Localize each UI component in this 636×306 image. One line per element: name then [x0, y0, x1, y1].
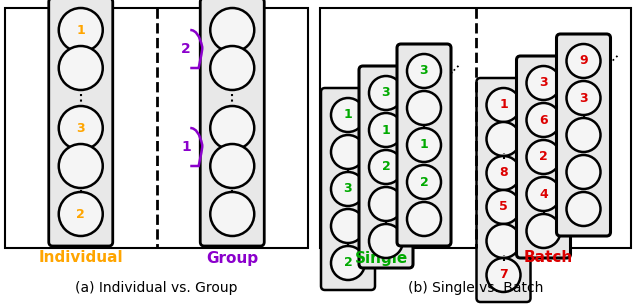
Circle shape — [527, 177, 560, 211]
Circle shape — [331, 98, 365, 132]
Circle shape — [211, 144, 254, 188]
Circle shape — [487, 122, 520, 156]
Circle shape — [59, 8, 103, 52]
Circle shape — [487, 258, 520, 292]
Text: 3: 3 — [343, 182, 352, 196]
Text: 1: 1 — [420, 139, 429, 151]
Circle shape — [211, 46, 254, 90]
Text: Single: Single — [354, 251, 408, 266]
Text: 8: 8 — [499, 166, 508, 180]
Circle shape — [527, 214, 560, 248]
FancyBboxPatch shape — [556, 34, 611, 236]
Text: (a) Individual vs. Group: (a) Individual vs. Group — [75, 281, 238, 295]
Text: 1: 1 — [382, 124, 391, 136]
FancyBboxPatch shape — [397, 44, 451, 246]
Circle shape — [567, 44, 600, 78]
Text: ...: ... — [441, 55, 462, 76]
Circle shape — [527, 66, 560, 100]
Text: 1: 1 — [181, 140, 191, 154]
Text: Batch: Batch — [524, 251, 573, 266]
Text: 1: 1 — [499, 99, 508, 111]
Circle shape — [59, 144, 103, 188]
Circle shape — [487, 88, 520, 122]
Text: 3: 3 — [382, 87, 391, 99]
Circle shape — [331, 246, 365, 280]
FancyBboxPatch shape — [476, 78, 530, 302]
Text: 2: 2 — [420, 176, 429, 188]
Circle shape — [527, 103, 560, 137]
Circle shape — [369, 224, 403, 258]
Text: 9: 9 — [579, 54, 588, 68]
Circle shape — [211, 192, 254, 236]
Text: Individual: Individual — [38, 251, 123, 266]
Text: (b) Single vs. Batch: (b) Single vs. Batch — [408, 281, 543, 295]
Circle shape — [527, 140, 560, 174]
Circle shape — [211, 106, 254, 150]
FancyBboxPatch shape — [516, 56, 570, 258]
Text: 5: 5 — [499, 200, 508, 214]
Circle shape — [567, 155, 600, 189]
FancyBboxPatch shape — [359, 66, 413, 268]
Circle shape — [369, 76, 403, 110]
Circle shape — [487, 156, 520, 190]
Text: 4: 4 — [539, 188, 548, 200]
Circle shape — [407, 202, 441, 236]
Text: 2: 2 — [76, 207, 85, 221]
Circle shape — [407, 54, 441, 88]
FancyBboxPatch shape — [200, 0, 264, 246]
Text: 2: 2 — [343, 256, 352, 270]
Circle shape — [59, 106, 103, 150]
Circle shape — [331, 209, 365, 243]
Circle shape — [407, 91, 441, 125]
Text: 1: 1 — [343, 109, 352, 121]
Circle shape — [567, 192, 600, 226]
Circle shape — [567, 81, 600, 115]
Circle shape — [369, 113, 403, 147]
Text: 2: 2 — [181, 42, 191, 56]
Text: 3: 3 — [539, 76, 548, 89]
Text: 2: 2 — [382, 161, 391, 174]
FancyBboxPatch shape — [320, 8, 631, 248]
Text: ...: ... — [601, 46, 622, 66]
Circle shape — [211, 8, 254, 52]
Circle shape — [369, 187, 403, 221]
Text: 7: 7 — [499, 268, 508, 282]
FancyBboxPatch shape — [321, 88, 375, 290]
Circle shape — [487, 190, 520, 224]
Circle shape — [369, 150, 403, 184]
Circle shape — [59, 46, 103, 90]
FancyBboxPatch shape — [49, 0, 113, 246]
Text: 1: 1 — [76, 24, 85, 36]
Text: 2: 2 — [539, 151, 548, 163]
Circle shape — [567, 118, 600, 152]
FancyBboxPatch shape — [5, 8, 308, 248]
Text: 3: 3 — [420, 65, 428, 77]
Text: 3: 3 — [579, 91, 588, 105]
Circle shape — [487, 224, 520, 258]
Text: 3: 3 — [76, 121, 85, 135]
Circle shape — [331, 135, 365, 169]
Circle shape — [407, 128, 441, 162]
Circle shape — [407, 165, 441, 199]
Circle shape — [59, 192, 103, 236]
Circle shape — [331, 172, 365, 206]
Text: Group: Group — [206, 251, 258, 266]
Text: 6: 6 — [539, 114, 548, 126]
